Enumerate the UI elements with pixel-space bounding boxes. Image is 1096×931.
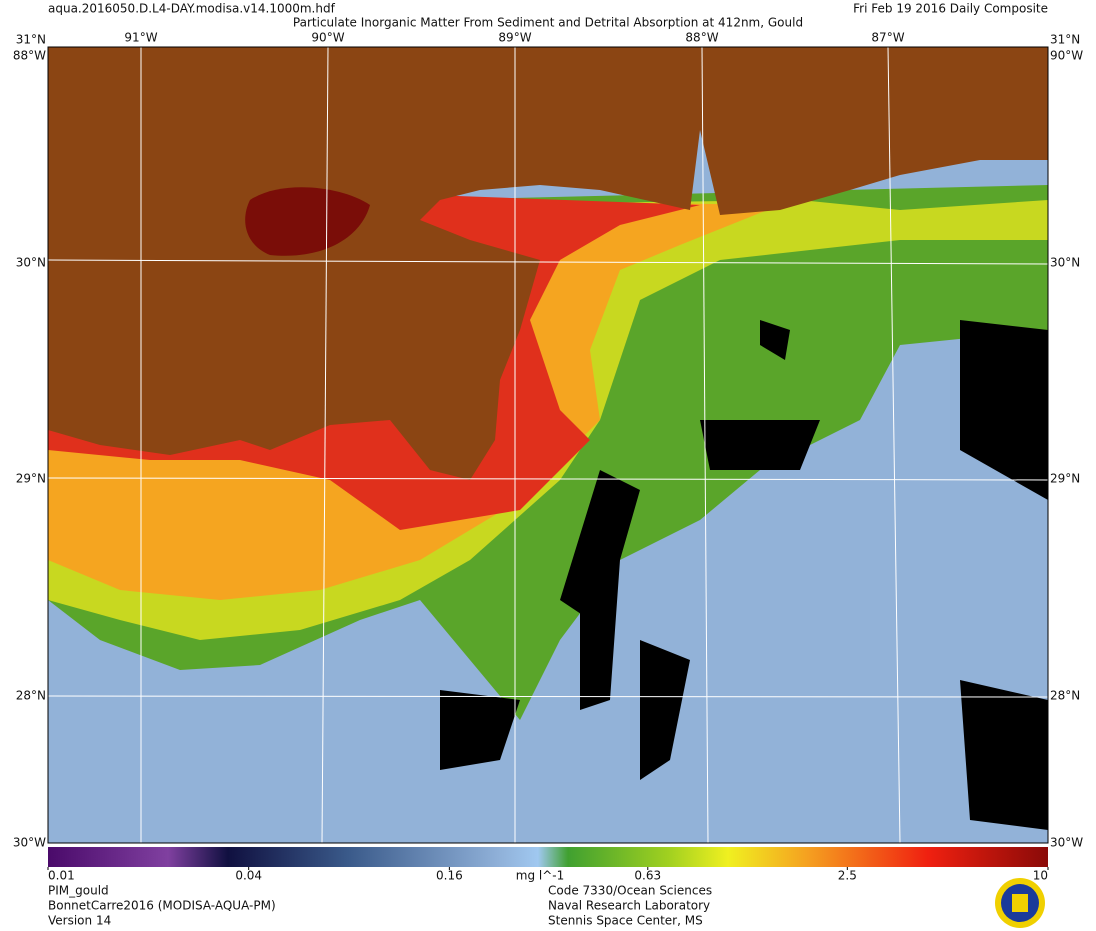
corner-label: 90°W	[1050, 49, 1083, 63]
graticule	[47, 46, 1049, 844]
logo-shield	[1012, 894, 1028, 912]
lon-label: 87°W	[871, 31, 904, 45]
corner-label: 88°W	[13, 49, 46, 63]
dark-pixels	[440, 320, 1048, 830]
lat-label: 31°N	[1050, 33, 1080, 47]
colorbar-tick-label: 0.01	[48, 869, 75, 883]
grid-line	[47, 477, 1049, 481]
colorbar-tick-label: 10	[1033, 869, 1048, 883]
logo	[995, 878, 1045, 928]
footer-center: Stennis Space Center, MS	[548, 914, 703, 928]
grid-line	[887, 46, 901, 844]
lat-label: 29°N	[1050, 472, 1080, 486]
footer-left: BonnetCarre2016 (MODISA-AQUA-PM)	[48, 899, 276, 913]
lake	[245, 187, 370, 256]
corner-label: 30°W	[1050, 836, 1083, 850]
footer-center: Code 7330/Ocean Sciences	[548, 884, 712, 898]
lat-label: 29°N	[16, 472, 46, 486]
file-name: aqua.2016050.D.L4-DAY.modisa.v14.1000m.h…	[48, 2, 336, 16]
footer-left: Version 14	[48, 914, 111, 928]
grid-line	[321, 46, 329, 844]
date: Fri Feb 19 2016 Daily Composite	[853, 2, 1048, 16]
colorbar	[48, 847, 1048, 867]
land	[48, 47, 1048, 480]
title: Particulate Inorganic Matter From Sedime…	[293, 16, 803, 30]
colorbar-tick-label: 0.63	[634, 869, 661, 883]
lon-label: 90°W	[311, 31, 344, 45]
map	[47, 46, 1049, 844]
grid-line	[701, 46, 709, 844]
colorbar-tick-label: 2.5	[838, 869, 857, 883]
grid-line	[47, 695, 1049, 698]
colorbar-unit: mg l^-1	[516, 869, 564, 883]
lon-label: 88°W	[685, 31, 718, 45]
corner-label: 30°W	[13, 836, 46, 850]
lat-label: 30°N	[1050, 256, 1080, 270]
lat-label: 28°N	[1050, 689, 1080, 703]
footer-left: PIM_gould	[48, 884, 109, 898]
colorbar-tick-label: 0.04	[235, 869, 262, 883]
map-frame	[47, 46, 1049, 844]
lon-label: 91°W	[124, 31, 157, 45]
lat-label: 30°N	[16, 256, 46, 270]
lon-label: 89°W	[498, 31, 531, 45]
colorbar-tick-label: 0.16	[436, 869, 463, 883]
grid-line	[47, 259, 1049, 265]
footer-center: Naval Research Laboratory	[548, 899, 710, 913]
lat-label: 31°N	[16, 33, 46, 47]
lat-label: 28°N	[16, 689, 46, 703]
